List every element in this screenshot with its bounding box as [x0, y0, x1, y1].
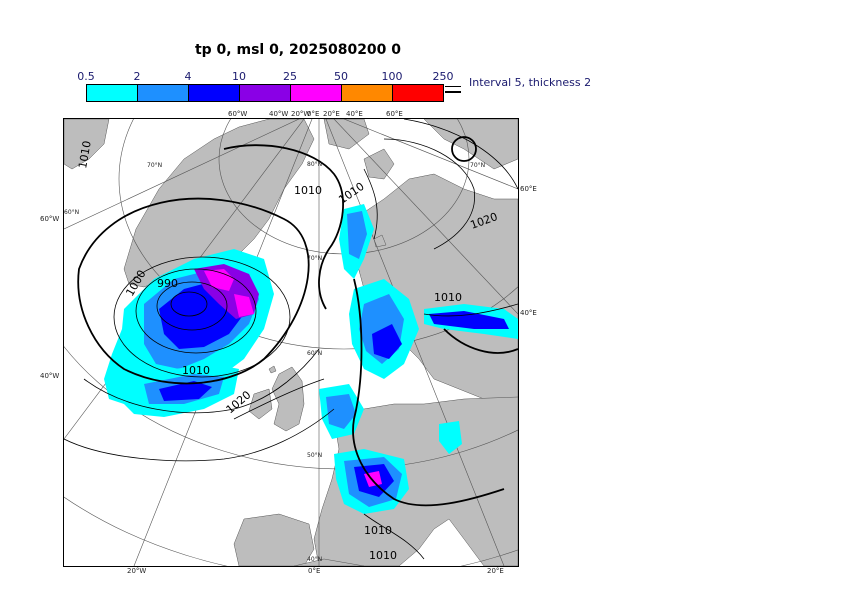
lat-label: 50°N	[307, 452, 322, 459]
iberia-land	[233, 513, 315, 566]
isobar-legend-text: Interval 5, thickness 2	[469, 76, 592, 89]
lon-label-top: 20°W	[291, 110, 311, 118]
lon-label-right: 40°E	[520, 309, 537, 317]
isobar-line	[64, 408, 335, 462]
lat-label: 60°N	[307, 350, 322, 357]
lon-label-top: 60°E	[386, 110, 403, 118]
colorbar-segment	[392, 85, 443, 101]
colorbar-tick: 2	[133, 70, 141, 83]
isobar-label: 1010	[336, 180, 366, 207]
isobar-line	[383, 138, 476, 250]
parallel-70n	[118, 119, 518, 350]
isobar-line	[423, 303, 518, 317]
isobar-line	[233, 378, 325, 420]
lon-label-bottom: 20°W	[127, 567, 147, 575]
lon-label-top: 40°W	[269, 110, 289, 118]
isobar-label: 1010	[182, 364, 210, 377]
weather-map: 1010 1010 1010 1010 1000 990 1020 1010 1…	[63, 118, 519, 567]
lon-label-bottom: 20°E	[487, 567, 504, 575]
precip-area-blue	[347, 211, 367, 259]
isobar-label: 1010	[364, 524, 392, 537]
isobar-line	[83, 348, 320, 414]
legend-line-sample	[445, 86, 461, 87]
lat-label: 70°N	[470, 162, 485, 169]
colorbar-segment	[87, 85, 137, 101]
colorbar-tick: 50	[334, 70, 348, 83]
colorbar-tick: 100	[381, 70, 403, 83]
isobar-label: 1010	[434, 291, 462, 304]
colorbar-segment	[341, 85, 392, 101]
lon-label-right: 60°E	[520, 185, 537, 193]
isobar-line	[451, 136, 477, 162]
isobar-layer	[64, 119, 518, 560]
legend-line-sample	[445, 91, 461, 93]
precip-area-magenta	[234, 294, 254, 317]
isobar-label: 1010	[369, 549, 397, 562]
lon-label-top: 20°E	[323, 110, 340, 118]
latitude-labels: 70°N 60°N 80°N 70°N 60°N 50°N 40°N 70°N	[64, 161, 485, 563]
isobar-line	[403, 119, 518, 190]
colorbar-segment	[239, 85, 290, 101]
island-land	[373, 234, 387, 248]
meridian-60e	[343, 119, 518, 190]
isobar-line	[443, 328, 518, 354]
lon-label-left: 60°W	[40, 215, 60, 223]
colorbar-tick: 25	[283, 70, 297, 83]
isobar-line	[363, 513, 425, 560]
lon-label-left: 40°W	[40, 372, 60, 380]
isobar-line	[352, 278, 505, 507]
precip-area-darkblue	[159, 381, 212, 401]
lat-label: 70°N	[307, 255, 322, 262]
arctic-island-land	[64, 119, 110, 170]
colorbar-segment	[137, 85, 188, 101]
isobar-line	[77, 197, 310, 385]
faroe-land	[268, 365, 277, 374]
precip-area-darkblue	[372, 324, 402, 359]
lon-label-bottom: 0°E	[308, 567, 321, 575]
colorbar-tick: 250	[432, 70, 454, 83]
colorbar-tick: 4	[184, 70, 192, 83]
map-canvas: 1010 1010 1010 1010 1000 990 1020 1010 1…	[64, 119, 518, 566]
svalbard-land	[363, 148, 395, 180]
chart-title: tp 0, msl 0, 2025080200 0	[194, 42, 402, 58]
arctic-island-land	[323, 119, 370, 150]
isobar-line	[223, 144, 344, 310]
precip-area-darkblue	[429, 311, 509, 329]
lon-label-top: 60°W	[228, 110, 248, 118]
colorbar-segment	[188, 85, 239, 101]
isobar-line	[170, 291, 208, 317]
lat-label: 60°N	[64, 209, 79, 216]
lat-label: 40°N	[307, 556, 322, 563]
precip-area-blue	[326, 394, 356, 429]
colorbar-tick: 10	[232, 70, 246, 83]
africa-land	[293, 558, 365, 566]
lon-label-top: 0°E	[307, 110, 320, 118]
meridian-40e	[333, 119, 518, 315]
isobar-label: 1010	[76, 140, 94, 170]
britain-land	[271, 366, 305, 432]
novaya-zemlya-land	[423, 119, 518, 170]
lat-label: 80°N	[307, 161, 322, 168]
precipitation-colorbar	[86, 84, 444, 102]
lat-label: 70°N	[147, 162, 162, 169]
isobar-line	[363, 168, 378, 240]
isobar-line	[135, 268, 257, 354]
meridian-20e	[325, 119, 505, 566]
ireland-land	[248, 388, 273, 420]
europe-land	[313, 396, 518, 566]
isobar-label: 1010	[294, 184, 322, 197]
isobar-label: 990	[157, 277, 178, 290]
isobar-line	[156, 281, 228, 331]
isobar-line	[113, 256, 291, 378]
colorbar-tick: 0.5	[77, 70, 95, 83]
lon-label-top: 40°E	[346, 110, 363, 118]
colorbar-segment	[290, 85, 341, 101]
meridian-60w	[64, 119, 300, 230]
precip-area-cyan	[439, 421, 462, 454]
